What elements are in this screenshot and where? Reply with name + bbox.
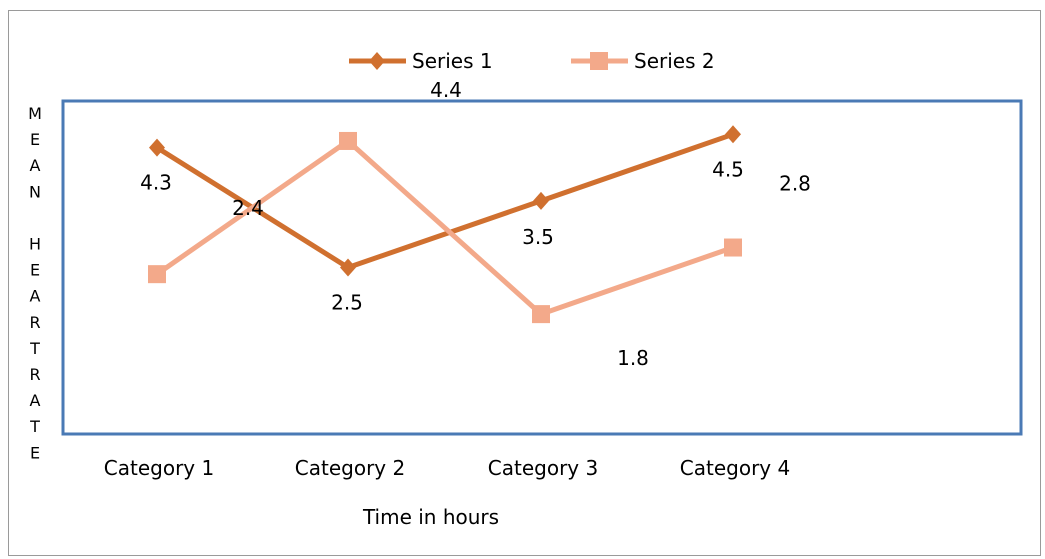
data-point [339, 131, 357, 150]
y-axis-title-letter: R [29, 313, 40, 332]
x-axis-ticks: Category 1 Category 2 Category 3 Category 4 [104, 456, 790, 480]
data-point [340, 258, 356, 277]
data-point [532, 305, 550, 324]
data-label: 2.5 [331, 291, 363, 315]
y-axis-title-letter: T [29, 339, 40, 358]
y-axis-title-letter: A [30, 391, 41, 410]
y-axis-title-letter: M [28, 104, 42, 123]
data-label: 2.8 [779, 172, 811, 196]
y-axis-title-letter: A [30, 287, 41, 306]
y-axis-title-letter: E [30, 130, 40, 149]
y-axis-title-letter: E [30, 443, 40, 462]
legend-label: Series 1 [412, 49, 493, 73]
x-tick-label: Category 2 [295, 456, 405, 480]
x-tick-label: Category 4 [680, 456, 790, 480]
y-axis-title-letter: E [30, 261, 40, 280]
data-label: 4.5 [712, 157, 744, 181]
x-axis-title: Time in hours [362, 505, 499, 529]
y-axis-title-letter: H [29, 235, 41, 254]
data-label: 4.3 [140, 171, 172, 195]
legend-label: Series 2 [634, 49, 715, 73]
y-axis-title-letter: A [30, 156, 41, 175]
data-point [724, 238, 742, 257]
series-layer: 4.3 2.5 3.5 4.5 2.4 4.4 1.8 2.8 [140, 78, 811, 370]
data-label: 4.4 [430, 78, 462, 102]
y-axis-title-letter: T [29, 417, 40, 436]
legend: Series 1 Series 2 [349, 49, 715, 73]
data-point [725, 125, 741, 144]
legend-marker [369, 52, 385, 70]
data-point [149, 138, 165, 157]
plot-area [61, 99, 1023, 436]
data-label: 3.5 [522, 225, 554, 249]
data-point [148, 265, 166, 284]
y-axis-title-letter: N [29, 182, 41, 201]
x-tick-label: Category 1 [104, 456, 214, 480]
series-line [155, 138, 734, 317]
data-label: 2.4 [232, 196, 264, 220]
data-label: 1.8 [617, 346, 649, 370]
data-point [533, 191, 549, 210]
x-tick-label: Category 3 [488, 456, 598, 480]
y-axis-title-letter: R [29, 365, 40, 384]
legend-marker [590, 52, 608, 70]
